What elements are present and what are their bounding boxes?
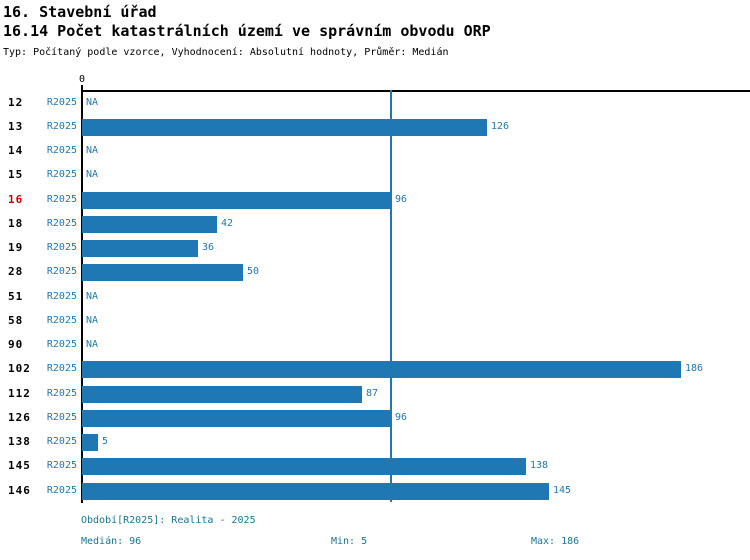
- row-series-label: R2025: [46, 290, 77, 302]
- row-id-label: 102: [8, 362, 31, 376]
- row-value-label: 186: [685, 363, 704, 375]
- row-na-label: NA: [86, 339, 99, 350]
- row-series-label: R2025: [46, 193, 77, 205]
- row-id-label: 126: [8, 410, 31, 424]
- row-id-label: 19: [8, 241, 24, 254]
- chart-row: 145 R2025 138: [0, 454, 750, 478]
- chart-row: 13 R2025 126: [0, 115, 750, 139]
- row-series-label: R2025: [46, 145, 77, 156]
- row-series-label: R2025: [46, 120, 77, 132]
- row-id-label: 18: [8, 216, 24, 230]
- footer-min: Min: 5: [331, 536, 368, 547]
- chart-row: 28 R2025 50: [0, 260, 750, 284]
- row-value-label: 145: [553, 484, 572, 496]
- row-id-label: 28: [8, 265, 24, 279]
- footer-median: Medián: 96: [81, 536, 142, 547]
- row-value-label: 96: [395, 411, 408, 423]
- row-series-label: R2025: [46, 217, 77, 229]
- row-value-label: 42: [221, 217, 234, 229]
- row-series-label: R2025: [46, 484, 77, 496]
- chart-row: 102 R2025 186: [0, 357, 750, 381]
- footer-max: Max: 186: [531, 536, 580, 547]
- indicator-title: 16.14 Počet katastrálních území ve správ…: [3, 22, 491, 40]
- chart-row: 126 R2025 96: [0, 406, 750, 430]
- row-bar: [82, 264, 243, 282]
- row-id-label: 58: [8, 313, 24, 327]
- median-reference-line: [389, 90, 392, 502]
- chart-row: 19 R2025 36: [0, 236, 750, 260]
- row-value-label: 87: [366, 387, 379, 399]
- row-id-label: 146: [8, 483, 31, 497]
- row-id-label: 15: [8, 168, 24, 182]
- row-series-label: R2025: [46, 387, 77, 399]
- chart-row: 112 R2025 87: [0, 382, 750, 406]
- y-axis-line: [81, 85, 83, 503]
- row-value-label: 36: [202, 242, 215, 253]
- row-na-label: NA: [86, 314, 99, 326]
- row-id-label: 145: [8, 459, 31, 473]
- row-bar: [82, 191, 391, 209]
- row-id-label: 138: [8, 435, 31, 448]
- chart-row: 90 R2025 NA: [0, 333, 750, 357]
- row-bar: [82, 458, 526, 476]
- x-axis-zero-tick-label: 0: [78, 74, 86, 85]
- row-bar: [82, 361, 681, 379]
- row-bar: [82, 118, 487, 136]
- row-series-label: R2025: [46, 266, 77, 278]
- chart-row: 146 R2025 145: [0, 479, 750, 503]
- row-series-label: R2025: [46, 169, 77, 181]
- footer-period: Období[R2025]: Realita - 2025: [81, 515, 256, 526]
- chart-row: 138 R2025 5: [0, 430, 750, 454]
- chart-row: 18 R2025 42: [0, 212, 750, 236]
- chart-row: 58 R2025 NA: [0, 309, 750, 333]
- row-series-label: R2025: [46, 314, 77, 326]
- row-series-label: R2025: [46, 411, 77, 423]
- row-value-label: 126: [491, 120, 510, 132]
- row-value-label: 50: [247, 266, 260, 278]
- plot-top-border: [81, 90, 750, 92]
- row-id-label: 13: [8, 119, 24, 133]
- chart-row: 51 R2025 NA: [0, 285, 750, 309]
- chart-row: 16 R2025 96: [0, 188, 750, 212]
- row-value-label: 138: [530, 460, 549, 472]
- row-id-label: 112: [8, 386, 31, 400]
- row-bar: [82, 215, 217, 233]
- row-na-label: NA: [86, 169, 99, 181]
- chart-row: 15 R2025 NA: [0, 163, 750, 187]
- row-series-label: R2025: [46, 339, 77, 350]
- row-na-label: NA: [86, 290, 99, 302]
- indicator-meta: Typ: Počítaný podle vzorce, Vyhodnocení:…: [3, 47, 449, 58]
- row-bar: [82, 385, 362, 403]
- row-bar: [82, 482, 549, 500]
- row-series-label: R2025: [46, 460, 77, 472]
- page-title: 16. Stavební úřad: [3, 3, 157, 21]
- row-id-label: 90: [8, 338, 24, 351]
- row-id-label: 12: [8, 95, 24, 109]
- chart-row: 14 R2025 NA: [0, 139, 750, 163]
- row-na-label: NA: [86, 96, 99, 108]
- chart-row: 12 R2025 NA: [0, 91, 750, 115]
- row-bar: [82, 434, 98, 451]
- row-series-label: R2025: [46, 96, 77, 108]
- row-bar: [82, 240, 198, 257]
- row-series-label: R2025: [46, 242, 77, 253]
- row-id-label: 14: [8, 144, 24, 157]
- row-na-label: NA: [86, 145, 99, 156]
- row-id-label: 16: [8, 192, 24, 206]
- row-series-label: R2025: [46, 436, 77, 447]
- row-id-label: 51: [8, 289, 24, 303]
- row-series-label: R2025: [46, 363, 77, 375]
- row-value-label: 96: [395, 193, 408, 205]
- row-bar: [82, 409, 391, 427]
- row-value-label: 5: [102, 436, 109, 447]
